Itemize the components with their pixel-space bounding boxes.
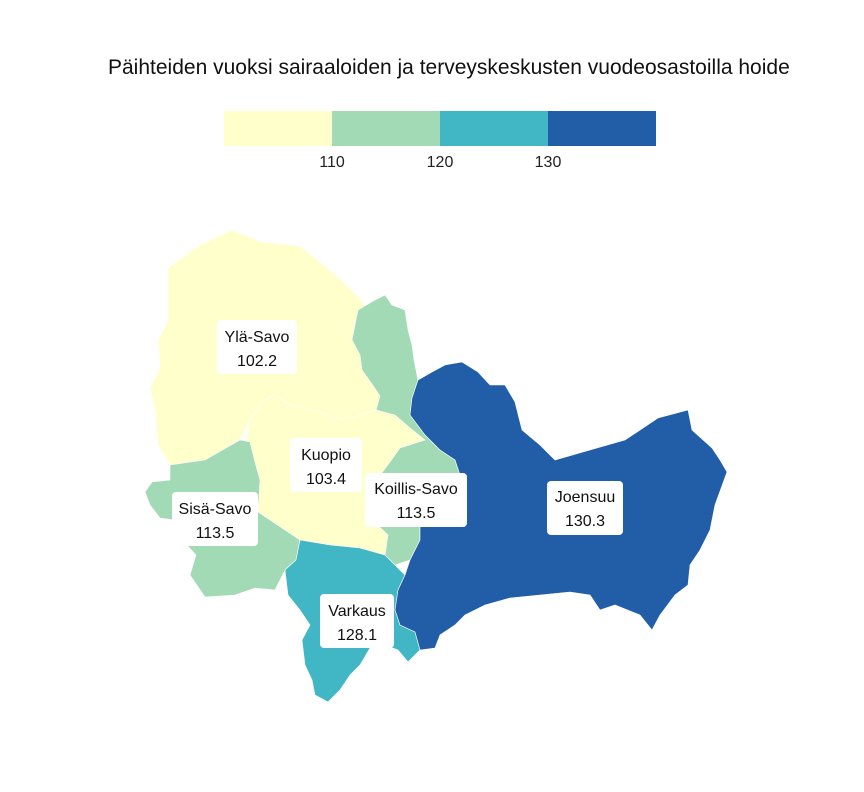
region-name: Koillis-Savo — [374, 481, 458, 498]
region-label-yla-savo: Ylä-Savo 102.2 — [217, 320, 297, 374]
map-title: Päihteiden vuoksi sairaaloiden ja tervey… — [108, 56, 790, 79]
region-value: 113.5 — [397, 505, 436, 522]
region-label-joensuu: Joensuu 130.3 — [547, 481, 623, 535]
region-value: 130.3 — [565, 513, 605, 530]
legend-swatch-4 — [548, 111, 656, 146]
legend-tick-120: 120 — [426, 154, 454, 171]
region-value: 102.2 — [237, 353, 277, 370]
region-value: 113.5 — [196, 525, 235, 542]
region-name: Joensuu — [555, 489, 616, 506]
region-label-varkaus: Varkaus 128.1 — [320, 594, 394, 648]
region-name: Kuopio — [301, 447, 351, 464]
legend-swatch-1 — [224, 111, 332, 146]
legend-tick-110: 110 — [319, 154, 345, 171]
region-value: 103.4 — [306, 471, 346, 488]
region-label-sisa-savo: Sisä-Savo 113.5 — [172, 492, 258, 546]
region-name: Sisä-Savo — [179, 501, 252, 518]
region-name: Varkaus — [328, 603, 386, 620]
region-label-kuopio: Kuopio 103.4 — [290, 438, 362, 492]
legend-swatch-2 — [332, 111, 440, 146]
legend-tick-130: 130 — [534, 154, 562, 171]
region-value: 128.1 — [337, 627, 377, 644]
region-label-koillis-savo: Koillis-Savo 113.5 — [365, 473, 467, 527]
legend-swatch-3 — [440, 111, 548, 146]
color-legend — [224, 111, 656, 146]
region-name: Ylä-Savo — [225, 329, 290, 346]
